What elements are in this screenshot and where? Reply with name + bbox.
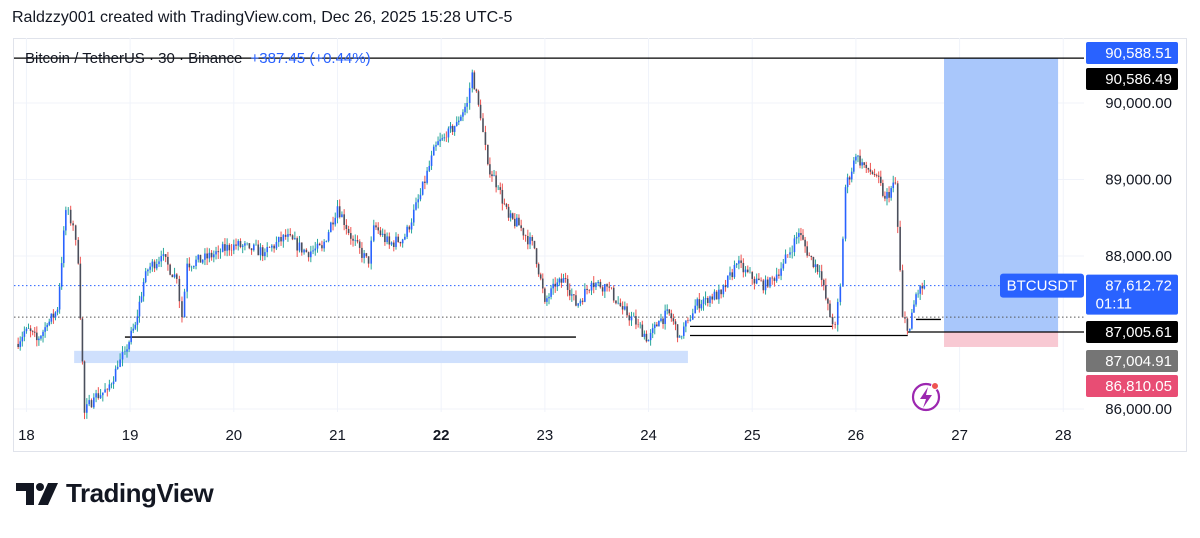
price-tag <box>1086 274 1178 315</box>
stop-zone <box>944 332 1059 347</box>
price-tag-label: 90,586.49 <box>1105 71 1172 88</box>
x-tick-label: 25 <box>744 427 761 444</box>
price-tag-label: 86,810.05 <box>1105 378 1172 395</box>
countdown-label: 01:11 <box>1096 296 1132 313</box>
price-tag <box>1086 350 1178 372</box>
axis-labels: 18 19 20 21 22 23 24 25 26 27 28 90,000.00 89,000.00… <box>18 95 1172 444</box>
price-tag-label: 90,588.51 <box>1105 45 1172 62</box>
x-tick-label: 26 <box>848 427 865 444</box>
chart-attribution: Raldzzy001 created with TradingView.com,… <box>12 9 513 26</box>
y-tick-label: 89,000.00 <box>1105 171 1172 188</box>
x-tick-label: 20 <box>225 427 242 444</box>
price-tag <box>1086 375 1178 397</box>
price-tag-label: 87,612.72 <box>1105 278 1172 295</box>
price-tag <box>1086 321 1178 344</box>
price-tag-label: 87,004.91 <box>1105 353 1172 370</box>
icons <box>911 382 941 412</box>
x-tick-label: 24 <box>640 427 657 444</box>
price-tag <box>1086 42 1178 64</box>
x-tick-label: 22 <box>433 427 450 444</box>
y-tick-label: 86,000.00 <box>1105 401 1172 418</box>
y-tick-label: 88,000.00 <box>1105 248 1172 265</box>
chart-pane[interactable] <box>13 38 1187 452</box>
flash-icon-ring <box>911 382 941 412</box>
x-tick-label: 28 <box>1055 427 1072 444</box>
flash-icon-bolt <box>920 387 932 408</box>
brand-name: TradingView <box>66 478 214 508</box>
support-zone <box>74 350 688 364</box>
y-tick-label: 90,000.00 <box>1105 95 1172 112</box>
price-tag-label: 87,005.61 <box>1105 324 1172 341</box>
x-tick-label: 21 <box>329 427 346 444</box>
x-tick-label: 18 <box>18 427 35 444</box>
price-bars <box>17 69 926 420</box>
symbol-tag-label: BTCUSDT <box>1007 278 1078 295</box>
price-change: +387.45 (+0.44%) <box>250 50 371 67</box>
symbol-legend[interactable]: Bitcoin / TetherUS · 30 · Binance +387.4… <box>25 50 371 67</box>
x-tick-label: 27 <box>951 427 968 444</box>
drawing-zones <box>74 57 1059 364</box>
horizontal-lines <box>14 57 1084 338</box>
price-tag <box>1086 68 1178 90</box>
x-tick-label: 23 <box>537 427 554 444</box>
x-tick-label: 19 <box>122 427 139 444</box>
tradingview-logo-icon <box>16 482 58 505</box>
tradingview-logo[interactable]: TradingView <box>16 478 214 509</box>
symbol-tag <box>1000 273 1084 298</box>
notification-dot <box>931 382 939 390</box>
symbol-title: Bitcoin / TetherUS · 30 · Binance <box>25 50 243 67</box>
flash-icon <box>911 382 941 412</box>
